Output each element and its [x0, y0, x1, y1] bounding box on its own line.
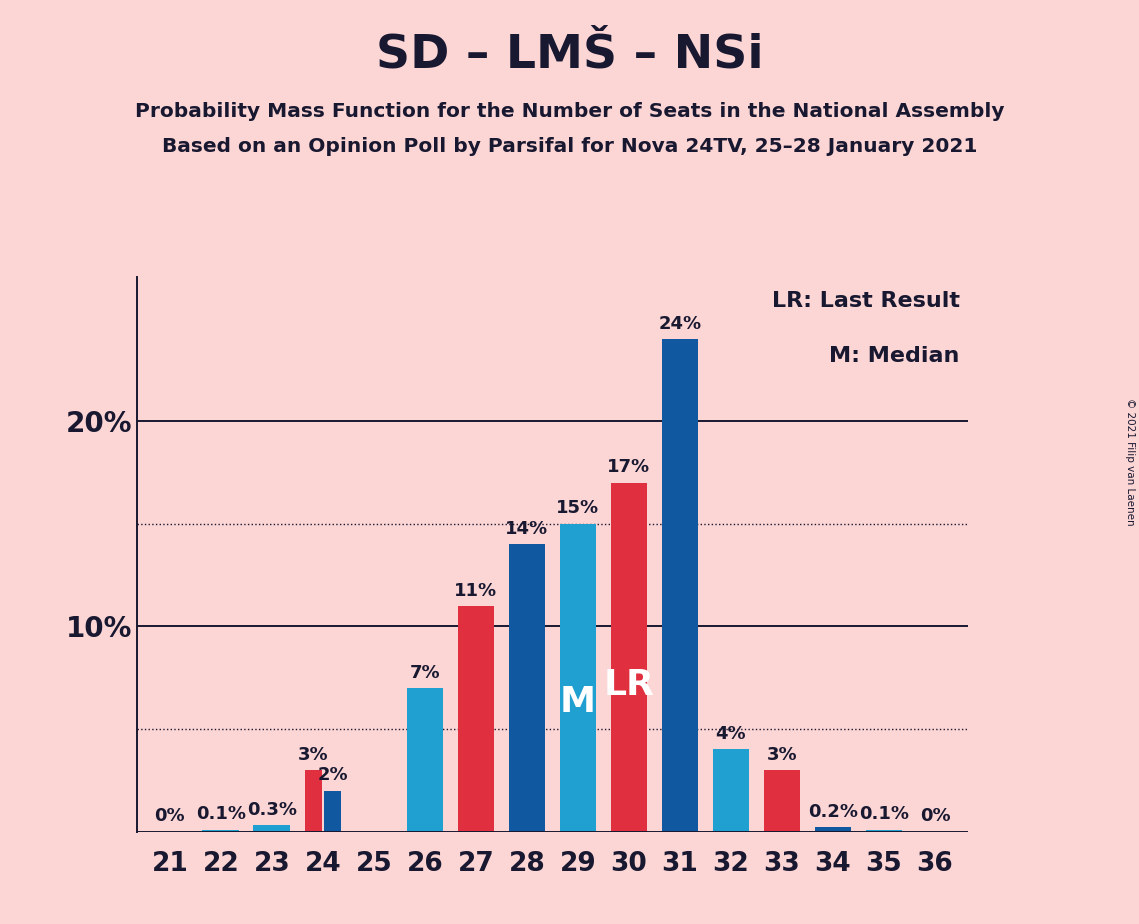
- Text: Based on an Opinion Poll by Parsifal for Nova 24TV, 25–28 January 2021: Based on an Opinion Poll by Parsifal for…: [162, 137, 977, 156]
- Text: 0.1%: 0.1%: [196, 806, 246, 823]
- Text: 3%: 3%: [767, 746, 797, 764]
- Text: M: Median: M: Median: [829, 346, 960, 367]
- Text: LR: LR: [604, 668, 655, 702]
- Bar: [559, 524, 597, 832]
- Bar: [814, 828, 851, 832]
- Bar: [611, 482, 647, 832]
- Text: 4%: 4%: [715, 725, 746, 743]
- Text: 2%: 2%: [318, 766, 347, 784]
- Bar: [458, 606, 494, 832]
- Text: M: M: [560, 686, 596, 719]
- Text: LR: Last Result: LR: Last Result: [772, 291, 960, 311]
- Text: 7%: 7%: [410, 663, 440, 682]
- Bar: [325, 791, 341, 832]
- Bar: [508, 544, 546, 832]
- Bar: [713, 749, 749, 832]
- Text: 24%: 24%: [658, 315, 702, 333]
- Text: 0%: 0%: [155, 808, 186, 825]
- Bar: [305, 770, 321, 832]
- Text: 0.1%: 0.1%: [859, 806, 909, 823]
- Text: 15%: 15%: [556, 500, 599, 517]
- Text: 0.3%: 0.3%: [247, 801, 297, 820]
- Text: © 2021 Filip van Laenen: © 2021 Filip van Laenen: [1125, 398, 1134, 526]
- Bar: [662, 339, 698, 832]
- Text: 14%: 14%: [506, 520, 549, 538]
- Bar: [866, 830, 902, 832]
- Text: Probability Mass Function for the Number of Seats in the National Assembly: Probability Mass Function for the Number…: [134, 102, 1005, 121]
- Text: 11%: 11%: [454, 581, 498, 600]
- Text: 0%: 0%: [919, 808, 950, 825]
- Bar: [763, 770, 801, 832]
- Text: 0.2%: 0.2%: [808, 803, 858, 821]
- Text: SD – LMŠ – NSi: SD – LMŠ – NSi: [376, 32, 763, 78]
- Bar: [203, 830, 239, 832]
- Bar: [407, 687, 443, 832]
- Bar: [254, 825, 290, 832]
- Text: 3%: 3%: [298, 746, 328, 764]
- Text: 17%: 17%: [607, 458, 650, 477]
